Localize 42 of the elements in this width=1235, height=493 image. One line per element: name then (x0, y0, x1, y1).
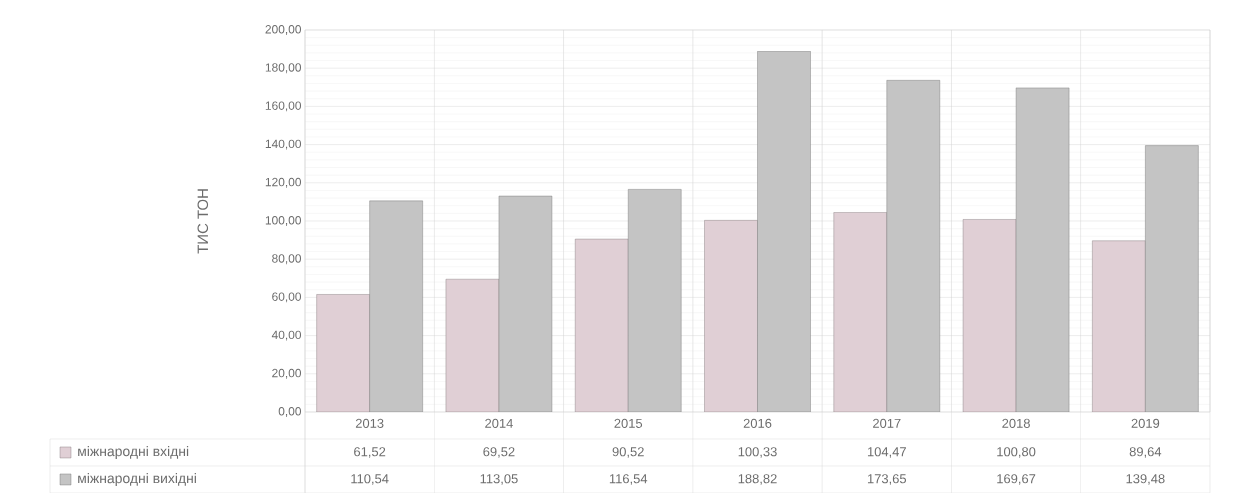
x-tick-label: 2019 (1131, 418, 1160, 428)
bar (962, 219, 1017, 412)
bar (445, 279, 500, 412)
bar (316, 294, 370, 412)
data-label: 100,33 (738, 447, 777, 458)
data-label: 113,05 (480, 474, 518, 485)
y-tick-label: 80,00 (272, 254, 302, 265)
data-label: 188,82 (738, 474, 777, 485)
data-label: 104,47 (867, 447, 906, 458)
data-label: 100,80 (997, 447, 1036, 458)
bar (704, 220, 758, 412)
y-tick-label: 200,00 (265, 25, 302, 35)
y-tick-label: 60,00 (272, 292, 302, 303)
y-tick-label: 0,00 (278, 407, 302, 417)
data-label: 116,54 (609, 474, 648, 485)
bar (1092, 240, 1146, 412)
y-tick-label: 100,00 (265, 216, 302, 226)
data-label: 69,52 (483, 447, 515, 458)
y-tick-label: 140,00 (265, 139, 302, 150)
data-label: 89,64 (1129, 447, 1162, 458)
data-label: 110,54 (351, 474, 389, 485)
x-tick-label: 2017 (873, 418, 901, 428)
y-tick-label: 180,00 (265, 63, 302, 74)
x-tick-label: 2018 (1002, 418, 1030, 428)
data-label: 139,48 (1126, 474, 1165, 485)
x-tick-label: 2013 (355, 418, 384, 428)
x-tick-label: 2014 (485, 418, 513, 428)
legend-label: міжнародні вхідні (78, 445, 189, 459)
data-label: 173,65 (867, 474, 907, 485)
y-tick-label: 40,00 (271, 330, 302, 341)
y-tick-label: 20,00 (272, 368, 302, 379)
data-label: 90,52 (612, 447, 644, 458)
data-label: 61,52 (354, 447, 386, 458)
y-axis-title: ТИС ТОН (197, 189, 209, 254)
y-tick-label: 120,00 (265, 177, 302, 188)
legend-label: міжнародні вихідні (78, 472, 196, 486)
x-tick-label: 2016 (743, 418, 772, 428)
y-tick-label: 160,00 (265, 101, 302, 112)
x-tick-label: 2015 (614, 418, 643, 428)
bar (833, 212, 887, 412)
bar (575, 238, 629, 412)
data-label: 169,67 (997, 474, 1036, 485)
